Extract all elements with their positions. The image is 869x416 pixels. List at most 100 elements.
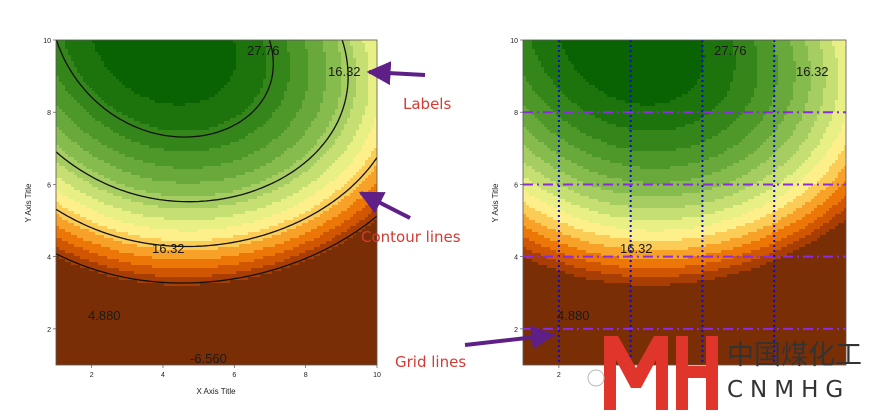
contour-cell xyxy=(131,142,135,146)
contour-cell xyxy=(161,61,165,65)
contour-cell xyxy=(101,190,105,194)
contour-cell xyxy=(83,118,87,122)
contour-cell xyxy=(161,85,165,89)
contour-cell xyxy=(71,148,75,152)
contour-cell xyxy=(62,277,66,281)
contour-cell xyxy=(116,241,120,245)
contour-cell xyxy=(161,40,165,44)
contour-cell xyxy=(56,109,60,113)
contour-cell xyxy=(74,139,78,143)
contour-cell xyxy=(107,340,111,344)
contour-cell xyxy=(152,205,156,209)
contour-cell xyxy=(158,79,162,83)
contour-cell xyxy=(65,343,69,347)
contour-cell xyxy=(101,304,105,308)
contour-cell xyxy=(122,223,126,227)
contour-cell xyxy=(59,307,63,311)
contour-cell xyxy=(164,124,168,128)
contour-cell xyxy=(56,142,60,146)
contour-cell xyxy=(98,313,102,317)
contour-cell xyxy=(119,319,123,323)
contour-cell xyxy=(101,301,105,305)
contour-cell xyxy=(95,175,99,179)
contour-cell xyxy=(119,271,123,275)
contour-cell xyxy=(155,190,159,194)
contour-cell xyxy=(161,247,165,251)
contour-cell xyxy=(128,91,132,95)
contour-cell xyxy=(131,217,135,221)
contour-cell xyxy=(122,115,126,119)
contour-cell xyxy=(131,337,135,341)
contour-cell xyxy=(128,124,132,128)
contour-cell xyxy=(65,346,69,350)
contour-cell xyxy=(92,334,96,338)
contour-cell xyxy=(158,94,162,98)
contour-cell xyxy=(134,238,138,242)
contour-cell xyxy=(83,301,87,305)
contour-cell xyxy=(116,52,120,56)
contour-cell xyxy=(74,130,78,134)
contour-cell xyxy=(83,304,87,308)
contour-cell xyxy=(152,325,156,329)
contour-cell xyxy=(71,175,75,179)
contour-cell xyxy=(77,205,81,209)
contour-cell xyxy=(137,196,141,200)
contour-cell xyxy=(137,277,141,281)
contour-cell xyxy=(122,295,126,299)
contour-cell xyxy=(143,106,147,110)
contour-cell xyxy=(137,364,141,365)
contour-cell xyxy=(119,58,123,62)
contour-cell xyxy=(80,142,84,146)
contour-cell xyxy=(107,178,111,182)
contour-cell xyxy=(89,91,93,95)
contour-cell xyxy=(134,358,138,362)
contour-cell xyxy=(161,109,165,113)
contour-cell xyxy=(62,271,66,275)
contour-cell xyxy=(95,328,99,332)
contour-cell xyxy=(107,334,111,338)
contour-cell xyxy=(56,136,60,140)
contour-cell xyxy=(59,208,63,212)
contour-cell xyxy=(149,208,153,212)
contour-cell xyxy=(104,52,108,56)
contour-cell xyxy=(122,106,126,110)
contour-cell xyxy=(161,331,165,335)
contour-cell xyxy=(137,43,141,47)
contour-cell xyxy=(71,355,75,359)
contour-cell xyxy=(113,238,117,242)
contour-cell xyxy=(134,181,138,185)
contour-cell xyxy=(101,259,105,263)
contour-cell xyxy=(68,328,72,332)
contour-cell xyxy=(158,331,162,335)
contour-cell xyxy=(131,301,135,305)
contour-cell xyxy=(149,322,153,326)
contour-cell xyxy=(155,85,159,89)
contour-cell xyxy=(119,355,123,359)
contour-cell xyxy=(56,277,60,281)
contour-cell xyxy=(92,202,96,206)
contour-cell xyxy=(83,52,87,56)
contour-cell xyxy=(92,169,96,173)
contour-cell xyxy=(152,226,156,230)
contour-cell xyxy=(74,187,78,191)
contour-cell xyxy=(65,43,69,47)
contour-cell xyxy=(122,121,126,125)
contour-cell xyxy=(77,46,81,50)
contour-cell xyxy=(65,64,69,68)
contour-cell xyxy=(86,142,90,146)
contour-cell xyxy=(68,319,72,323)
contour-cell xyxy=(131,154,135,158)
contour-cell xyxy=(164,64,168,68)
contour-cell xyxy=(161,79,165,83)
contour-cell xyxy=(110,307,114,311)
contour-cell xyxy=(56,130,60,134)
contour-cell xyxy=(95,142,99,146)
contour-cell xyxy=(83,103,87,107)
contour-cell xyxy=(101,76,105,80)
contour-cell xyxy=(86,88,90,92)
contour-cell xyxy=(62,58,66,62)
contour-cell xyxy=(83,97,87,101)
contour-cell xyxy=(122,259,126,263)
contour-cell xyxy=(74,169,78,173)
contour-cell xyxy=(86,121,90,125)
